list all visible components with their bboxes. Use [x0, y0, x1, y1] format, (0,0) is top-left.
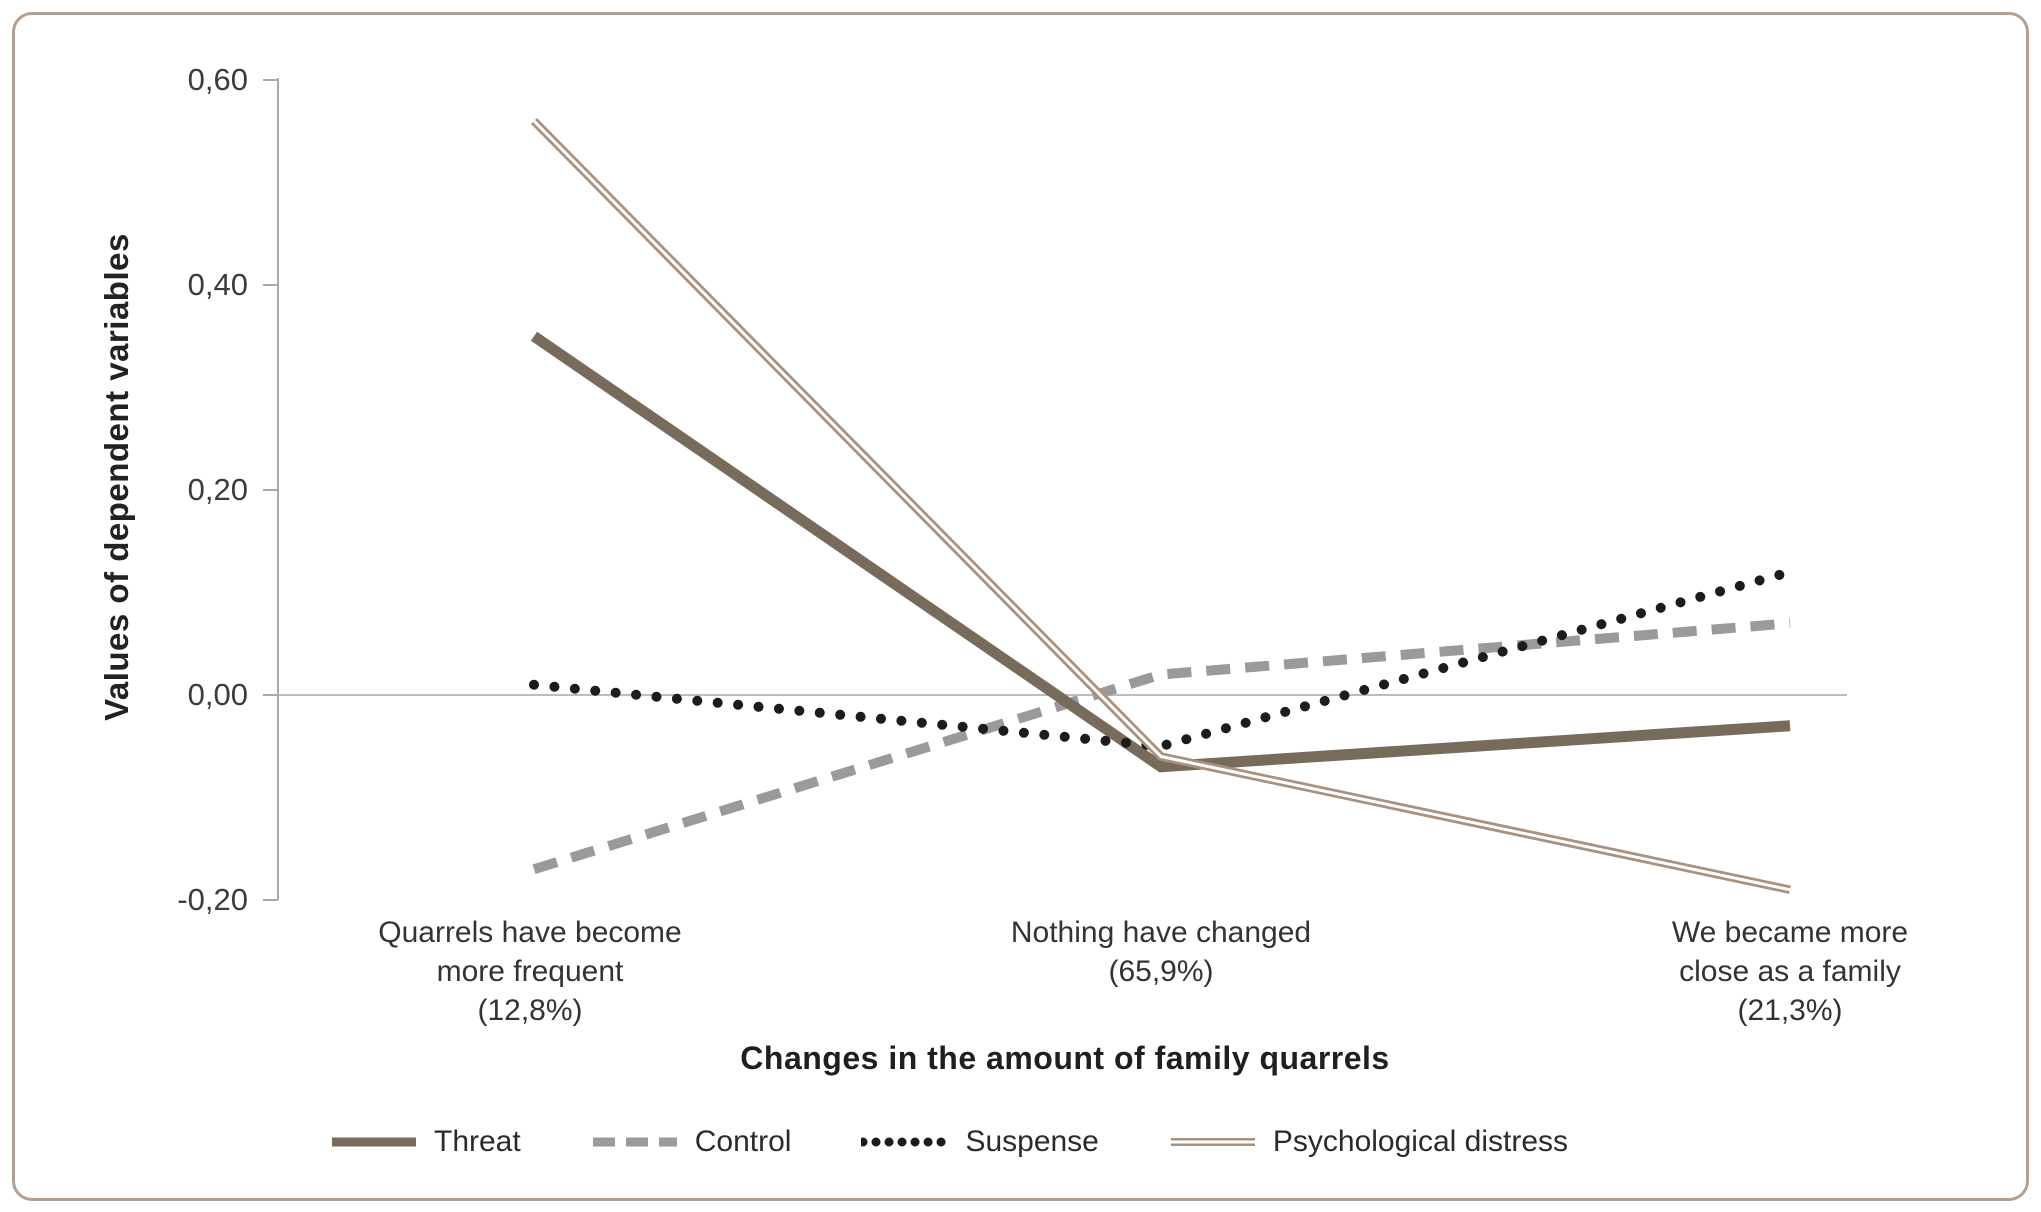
legend-swatch-dashed	[592, 1137, 677, 1147]
x-category-label: Nothing have changed (65,9%)	[931, 913, 1391, 991]
x-category-label-line: close as a family	[1679, 955, 1901, 988]
x-axis-title: Changes in the amount of family quarrels	[740, 1040, 1390, 1076]
x-category-label-line: (65,9%)	[1108, 955, 1214, 988]
chart-card	[12, 12, 2029, 1201]
y-tick-label: -0,20	[177, 882, 248, 917]
legend-swatch-double-thin	[1170, 1138, 1255, 1146]
y-tick-label: 0,40	[187, 267, 248, 302]
legend-label: Psychological distress	[1272, 1125, 1568, 1158]
legend-label: Threat	[434, 1125, 521, 1158]
legend-swatch-dotted	[861, 1137, 950, 1147]
chart-legend: Threat Control Suspense Psychological distr…	[330, 1116, 1568, 1168]
x-category-label-line: more frequent	[436, 955, 624, 988]
x-category-label: Quarrels have become more frequent (12,8%)	[300, 913, 760, 1030]
legend-item: Psychological distress	[1169, 1125, 1568, 1159]
y-tick-label: 0,20	[187, 472, 248, 507]
x-category-label-line: We became more	[1671, 916, 1909, 949]
legend-swatch-solid-thick	[332, 1137, 416, 1147]
legend-item: Threat	[330, 1125, 521, 1159]
x-category-label: We became more close as a family (21,3%)	[1560, 913, 2020, 1030]
legend-label: Suspense	[965, 1125, 1099, 1158]
legend-item: Control	[591, 1125, 792, 1159]
x-category-label-line: (12,8%)	[477, 994, 583, 1027]
y-tick-label: 0,00	[187, 677, 248, 712]
x-category-label-line: Nothing have changed	[1010, 916, 1312, 949]
legend-item: Suspense	[861, 1125, 1099, 1159]
legend-label: Control	[694, 1125, 792, 1158]
y-tick-label: 0,60	[187, 62, 248, 97]
x-category-label-line: Quarrels have become	[378, 916, 682, 949]
x-category-label-line: (21,3%)	[1737, 994, 1843, 1027]
